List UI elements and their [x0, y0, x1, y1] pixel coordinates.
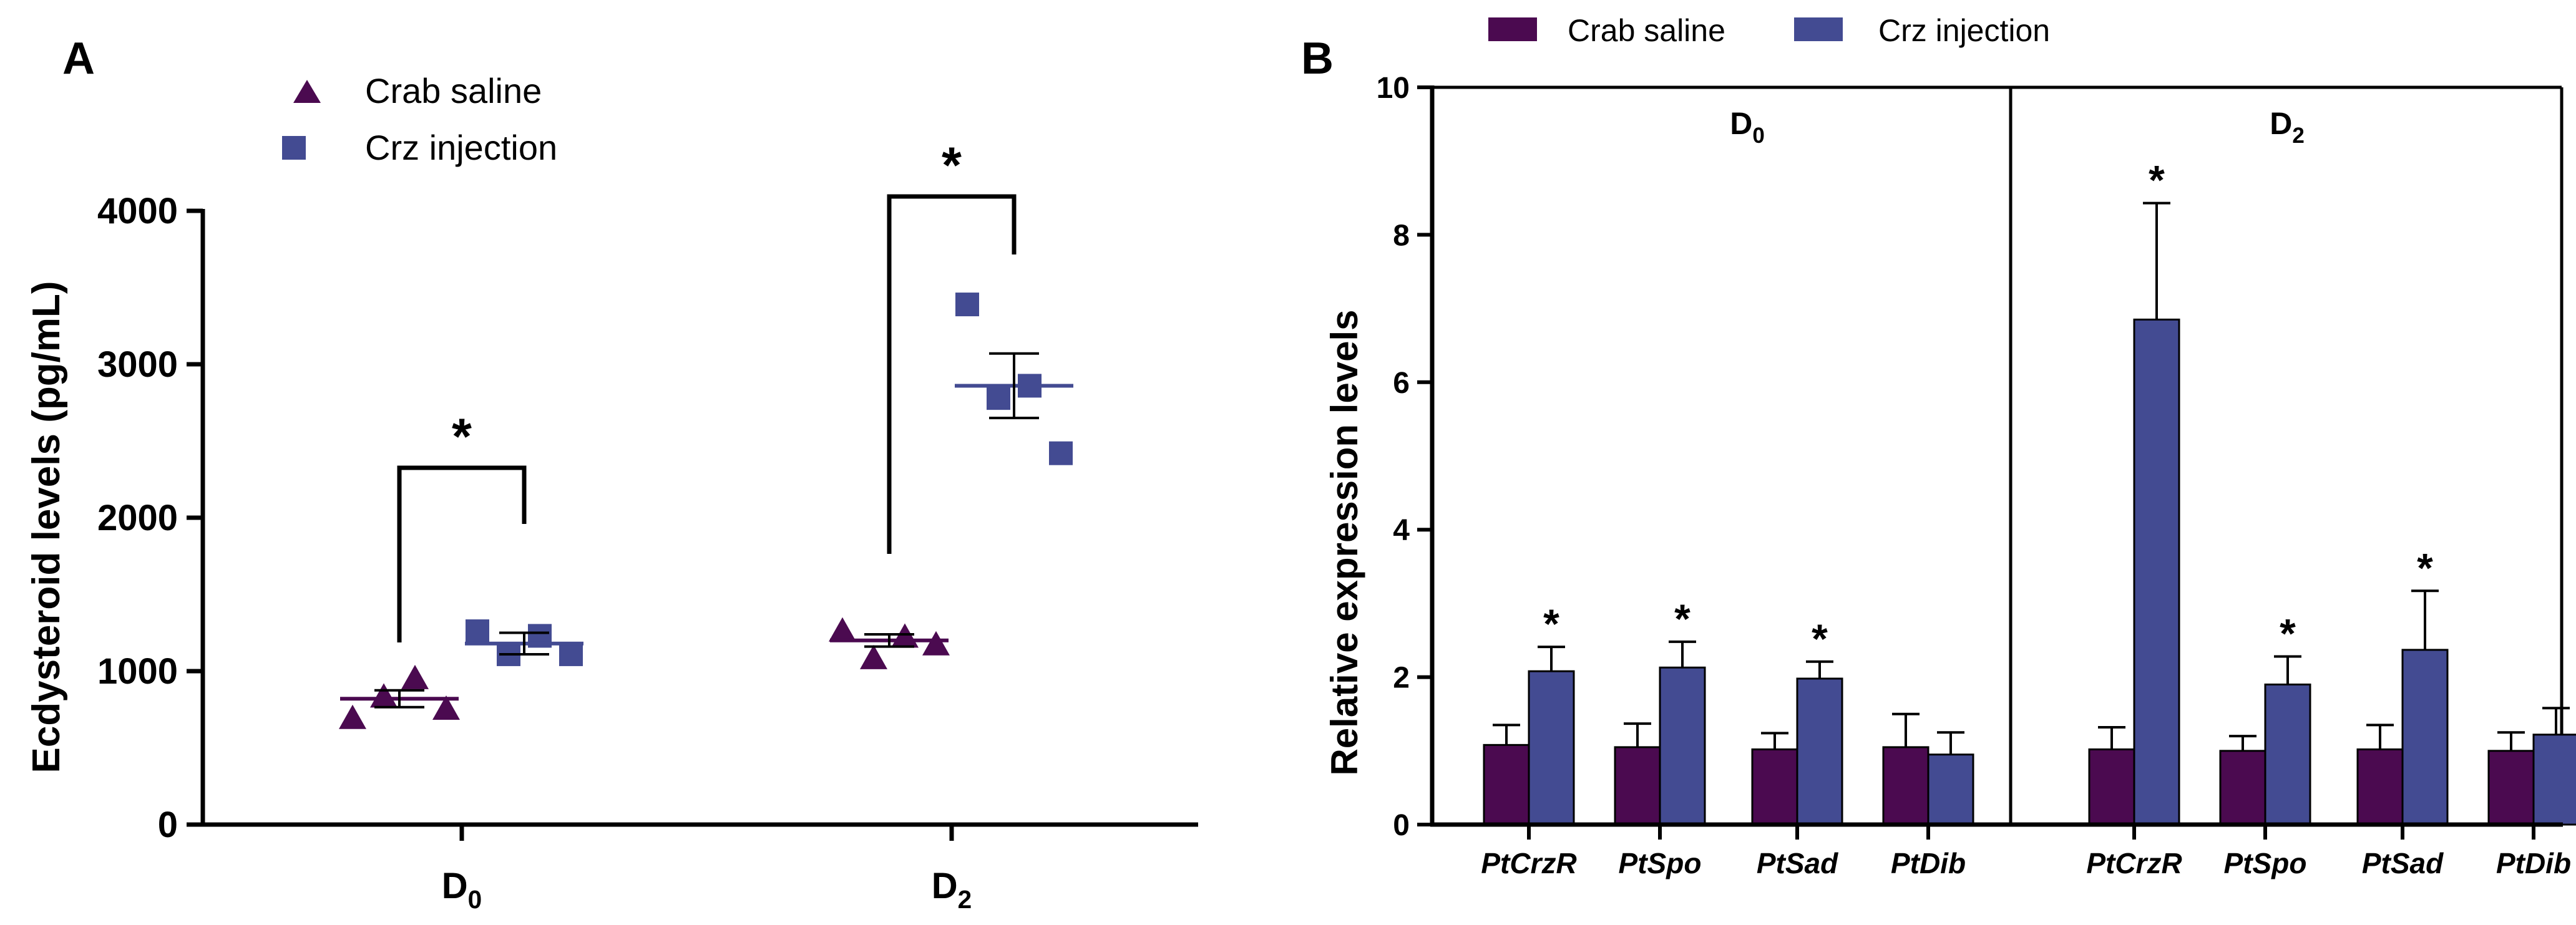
significance-star: *: [2280, 611, 2296, 657]
bar: [1751, 748, 1798, 826]
significance-star: *: [1812, 616, 1828, 662]
data-point-square: [559, 642, 583, 666]
data-point-square: [987, 386, 1010, 410]
panel-a-y-axis-label: Ecdysteroid levels (pg/mL): [25, 281, 68, 773]
panel-b-bars: * * * * * *: [1483, 157, 2576, 826]
bar: [1528, 670, 1575, 826]
legend-crab-saline-label: Crab saline: [365, 71, 542, 110]
legend-triangle-marker: [293, 80, 321, 103]
y-tick-label: 2: [1393, 662, 1410, 695]
x-tick-label: D2: [932, 866, 972, 914]
significance-star: *: [1674, 596, 1690, 642]
bar: [1659, 666, 1706, 826]
bar: [2219, 750, 2266, 826]
x-tick-label: PtCrzR: [2086, 847, 2182, 879]
panel-b-x-axis: PtCrzR PtSpo PtSad PtDib PtCrzR PtSpo PtSad PtD…: [1430, 822, 2571, 879]
data-point-triangle: [401, 664, 429, 689]
bar: [2532, 734, 2576, 826]
bar: [2133, 318, 2180, 826]
panel-a-legend: Crab saline Crz injection: [282, 71, 557, 167]
y-tick-label: 1000: [97, 651, 178, 692]
bar: [2264, 683, 2311, 826]
bar: [1614, 746, 1661, 826]
significance-bracket: [887, 194, 1017, 554]
y-tick-label: 3000: [97, 344, 178, 385]
x-tick-label: PtSpo: [1619, 847, 1702, 879]
significance-star: *: [2149, 157, 2165, 203]
panel-b-y-axis-label: Relative expression levels: [1324, 309, 1365, 775]
significance-star: *: [942, 137, 962, 194]
data-point-triangle: [860, 644, 887, 669]
panel-b-legend: Crab saline Crz injection: [1488, 13, 2050, 48]
legend-crab-saline-label-b: Crab saline: [1568, 13, 1725, 48]
data-point-square: [466, 619, 489, 644]
x-tick-label: PtCrzR: [1481, 847, 1576, 879]
data-point-triangle: [370, 683, 398, 708]
section-label-main: D: [2270, 106, 2292, 141]
y-tick-label: 2000: [97, 498, 178, 538]
panel-a-x-axis: D0 D2: [201, 822, 1198, 914]
bar: [2487, 750, 2535, 826]
x-tick-label-main: D: [442, 866, 468, 906]
panel-b-y-axis: 0 2 4 6 8 10: [1377, 72, 1435, 842]
x-tick-label: D0: [442, 866, 482, 914]
section-label-sub: 0: [1752, 123, 1764, 148]
data-point-square: [955, 293, 979, 317]
data-point-triangle: [829, 617, 856, 642]
data-point-triangle: [432, 695, 460, 720]
y-tick-label: 4000: [97, 191, 178, 231]
y-tick-label: 0: [1393, 809, 1410, 842]
panel-b: B Crab saline Crz injection Relative exp…: [1301, 13, 2576, 879]
bar: [1882, 746, 1930, 826]
bar: [2356, 748, 2404, 826]
legend-square-marker: [282, 136, 306, 160]
x-tick-label: PtSad: [1757, 847, 1838, 879]
legend-crz-swatch: [1794, 17, 1843, 41]
section-label: D0: [1730, 106, 1765, 148]
panel-b-section-labels: D0 D2: [1730, 106, 2305, 148]
legend-saline-swatch: [1488, 17, 1537, 41]
bar: [1483, 743, 1530, 826]
panel-b-frame: [1432, 85, 2564, 825]
data-point-triangle: [339, 704, 366, 729]
x-tick-label-sub: 0: [468, 885, 482, 914]
bar: [1927, 753, 1974, 826]
legend-crz-injection-label-b: Crz injection: [1878, 13, 2050, 48]
legend-crz-injection-label: Crz injection: [365, 128, 557, 167]
y-tick-label: 8: [1393, 219, 1410, 252]
bar: [2088, 748, 2135, 826]
x-tick-label: PtDib: [2496, 847, 2571, 879]
x-tick-label: PtDib: [1891, 847, 1966, 879]
significance-star: *: [2417, 545, 2433, 591]
panel-b-label: B: [1301, 34, 1334, 84]
data-point-square: [1049, 441, 1073, 465]
section-label-main: D: [1730, 106, 1752, 141]
y-tick-label: 6: [1393, 367, 1410, 400]
y-tick-label: 10: [1377, 72, 1410, 105]
significance-bracket: [397, 465, 527, 642]
x-tick-label-main: D: [932, 866, 958, 906]
panel-a-label: A: [62, 34, 95, 84]
y-tick-label: 4: [1393, 514, 1410, 547]
significance-star: *: [1543, 601, 1559, 647]
data-point-triangle: [922, 631, 950, 656]
section-label-sub: 2: [2292, 123, 2304, 148]
panel-a: A Crab saline Crz injection Ecdysteroid …: [25, 34, 1198, 914]
panel-a-marks: **: [339, 137, 1073, 729]
significance-star: *: [452, 409, 472, 465]
x-tick-label-sub: 2: [958, 885, 972, 914]
bar: [1796, 677, 1843, 826]
section-label: D2: [2270, 106, 2305, 148]
x-tick-label: PtSpo: [2224, 847, 2307, 879]
bar: [2401, 649, 2449, 826]
panel-a-y-axis: 0 1000 2000 3000 4000: [97, 191, 205, 845]
y-tick-label: 0: [158, 805, 178, 845]
x-tick-label: PtSad: [2362, 847, 2444, 879]
